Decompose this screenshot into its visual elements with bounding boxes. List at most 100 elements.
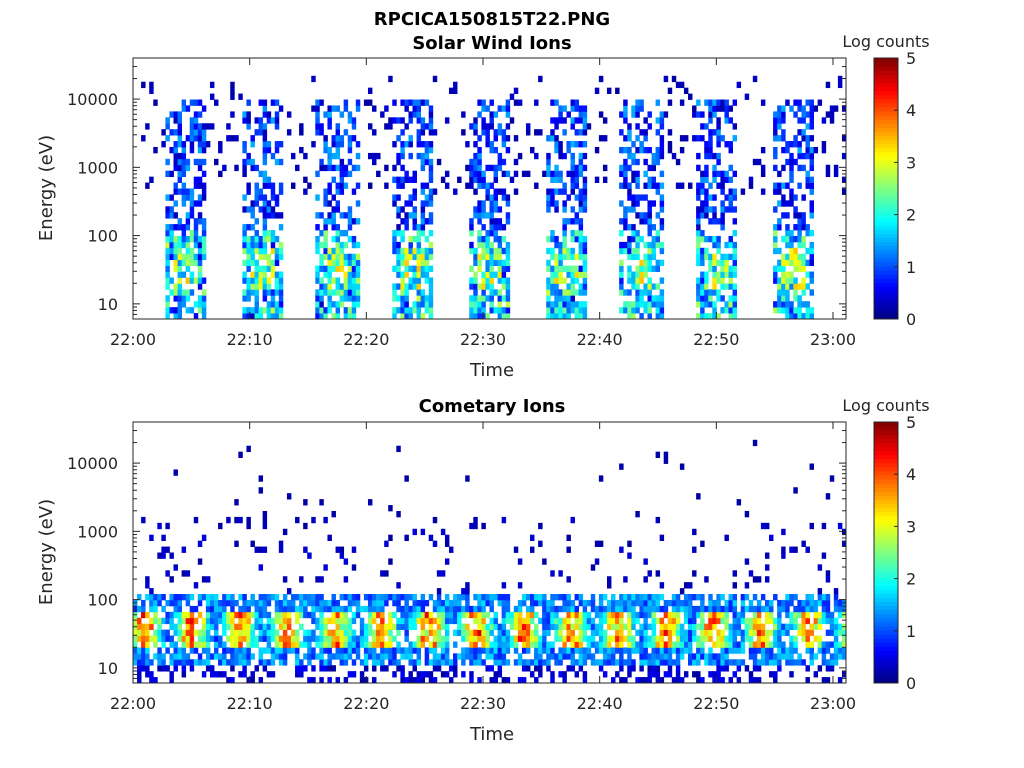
spectrogram-cell xyxy=(189,188,195,195)
spectrogram-cell xyxy=(623,677,628,684)
spectrogram-cell xyxy=(566,635,571,642)
spectrogram-cell xyxy=(477,659,482,666)
spectrogram-cell xyxy=(226,123,231,130)
spectrogram-cell xyxy=(781,135,786,142)
spectrogram-cell xyxy=(388,623,393,631)
spectrogram-cell xyxy=(242,235,247,243)
spectrogram-cell xyxy=(760,594,766,601)
spectrogram-cell xyxy=(809,117,814,124)
spectrogram-cell xyxy=(242,653,247,660)
spectrogram-cell xyxy=(631,176,636,183)
spectrogram-cells xyxy=(133,439,847,684)
spectrogram-cell xyxy=(635,158,640,166)
spectrogram-cell xyxy=(428,241,434,249)
spectrogram-cell xyxy=(347,629,353,636)
spectrogram-cell xyxy=(708,105,713,112)
spectrogram-cell xyxy=(643,146,648,154)
spectrogram-cell xyxy=(773,206,778,213)
spectrogram-cell xyxy=(485,212,490,219)
spectrogram-cell xyxy=(837,629,843,636)
spectrogram-cell xyxy=(639,105,644,112)
spectrogram-cell xyxy=(493,146,498,154)
spectrogram-cell xyxy=(242,170,247,178)
spectrogram-cell xyxy=(566,617,571,625)
spectrogram-cell xyxy=(157,552,162,559)
spectrogram-cell xyxy=(781,301,786,308)
spectrogram-cell xyxy=(797,629,802,636)
spectrogram-cell xyxy=(359,623,365,631)
colorbar-swatch xyxy=(874,78,898,83)
spectrogram-cell xyxy=(805,301,810,308)
spectrogram-cell xyxy=(663,647,669,654)
spectrogram-cell xyxy=(809,594,814,601)
spectrogram-cell xyxy=(339,617,345,625)
spectrogram-cell xyxy=(785,158,790,166)
spectrogram-cell xyxy=(505,659,511,666)
spectrogram-cell xyxy=(598,635,604,642)
colorbar-swatch xyxy=(874,666,898,672)
spectrogram-cell xyxy=(716,182,721,189)
spectrogram-cell xyxy=(436,617,442,625)
spectrogram-cell xyxy=(189,253,195,261)
colorbar-swatch xyxy=(874,678,898,684)
spectrogram-cell xyxy=(169,253,174,261)
spectrogram-cell xyxy=(165,307,170,314)
spectrogram-cell xyxy=(343,182,349,189)
spectrogram-cell xyxy=(295,641,300,648)
spectrogram-cell xyxy=(501,277,507,284)
spectrogram-cell xyxy=(420,605,426,613)
spectrogram-cell xyxy=(181,158,187,166)
spectrogram-cell xyxy=(412,665,417,672)
spectrogram-cell xyxy=(477,176,482,183)
spectrogram-cell xyxy=(493,218,498,225)
spectrogram-cell xyxy=(525,623,531,631)
spectrogram-cell xyxy=(623,594,628,601)
spectrogram-cell xyxy=(574,635,580,642)
spectrogram-cell xyxy=(708,313,713,320)
spectrogram-cell xyxy=(756,677,762,684)
spectrogram-cell xyxy=(250,241,255,249)
spectrogram-cell xyxy=(266,635,272,642)
spectrogram-cell xyxy=(578,594,584,601)
spectrogram-cell xyxy=(679,629,685,636)
spectrogram-cell xyxy=(785,647,790,654)
spectrogram-cell xyxy=(262,206,268,213)
spectrogram-cell xyxy=(785,659,790,666)
spectrogram-cell xyxy=(509,176,515,183)
spectrogram-cell xyxy=(193,99,199,106)
spectrogram-cell xyxy=(489,307,494,314)
spectrogram-cell xyxy=(416,671,422,678)
spectrogram-cell xyxy=(558,265,563,272)
spectrogram-cell xyxy=(230,635,235,642)
spectrogram-cell xyxy=(720,200,725,207)
spectrogram-cell xyxy=(222,647,227,654)
spectrogram-cell xyxy=(274,617,280,625)
spectrogram-cell xyxy=(732,582,738,589)
spectrogram-cell xyxy=(550,265,555,272)
spectrogram-cell xyxy=(367,641,373,648)
spectrogram-cell xyxy=(424,218,430,225)
spectrogram-cell xyxy=(319,295,324,302)
spectrogram-cell xyxy=(473,629,478,636)
spectrogram-cell xyxy=(193,582,199,589)
spectrogram-cell xyxy=(201,641,207,648)
spectrogram-cell xyxy=(428,671,434,678)
spectrogram-cell xyxy=(169,611,174,619)
spectrogram-cell xyxy=(805,182,810,189)
spectrogram-cell xyxy=(258,647,264,654)
spectrogram-cell xyxy=(424,617,430,625)
colorbar-swatch xyxy=(874,564,898,570)
spectrogram-cell xyxy=(254,617,259,625)
spectrogram-cell xyxy=(400,653,405,660)
colorbar-swatch xyxy=(874,499,898,505)
spectrogram-cell xyxy=(582,599,588,607)
spectrogram-cell xyxy=(197,247,203,255)
spectrogram-cell xyxy=(262,170,268,178)
y-tick-label: 10000 xyxy=(67,90,118,109)
spectrogram-cell xyxy=(696,188,701,195)
spectrogram-cell xyxy=(566,546,571,553)
spectrogram-cell xyxy=(736,617,742,625)
spectrogram-cell xyxy=(400,152,405,160)
spectrogram-cell xyxy=(712,641,717,648)
spectrogram-cell xyxy=(177,301,183,308)
